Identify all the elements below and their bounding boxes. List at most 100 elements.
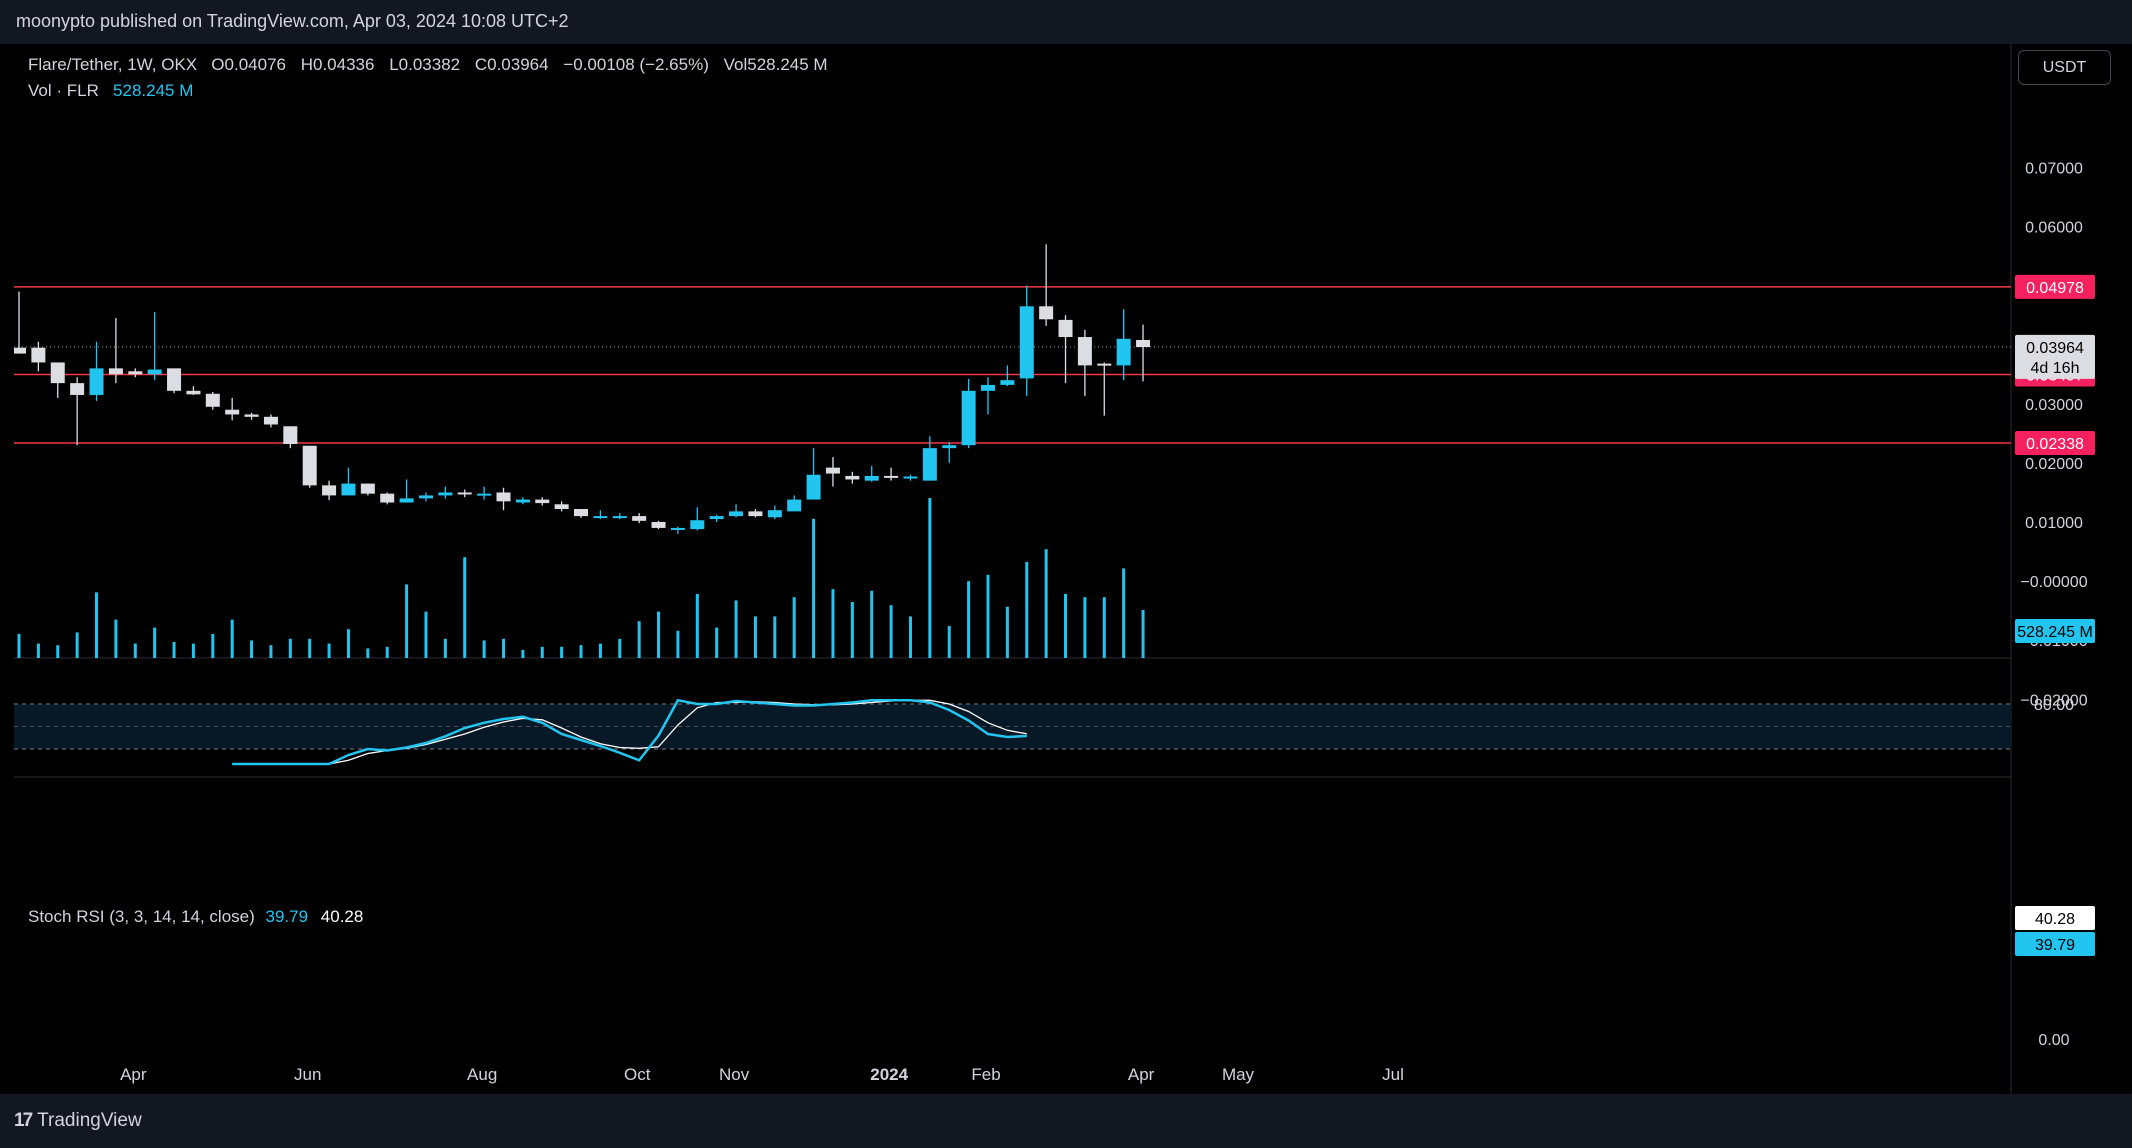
- stoch-tick-label: 0.00: [2038, 1032, 2069, 1049]
- volume-bar: [211, 634, 215, 658]
- time-tick-label: Jul: [1382, 1065, 1404, 1084]
- stoch-d-axis-label: 40.28: [2035, 911, 2075, 928]
- candle-body: [845, 475, 860, 480]
- volume-bar: [1005, 606, 1009, 658]
- volume-bar: [870, 590, 874, 658]
- candle-body: [128, 371, 143, 375]
- symbol-label[interactable]: Flare/Tether, 1W, OKX: [28, 55, 198, 74]
- tradingview-logo-icon: 17: [14, 1110, 33, 1131]
- volume-bar: [230, 619, 234, 658]
- time-tick-label: Jun: [294, 1065, 321, 1084]
- candle-body: [651, 522, 666, 528]
- level-label-badge: [2015, 430, 2095, 455]
- candle-body: [399, 498, 414, 503]
- volume-bar: [657, 611, 661, 658]
- candle-body: [225, 409, 240, 415]
- candle-body: [322, 485, 337, 496]
- time-tick-label: Apr: [120, 1065, 147, 1084]
- currency-button[interactable]: USDT: [2018, 50, 2111, 85]
- candle-body: [825, 467, 840, 474]
- time-tick-label: Nov: [719, 1065, 750, 1084]
- last-price-badge: [2015, 334, 2095, 379]
- volume-bar: [133, 643, 137, 658]
- candle-body: [961, 390, 976, 446]
- candle-body: [205, 393, 220, 407]
- footer-bar: [0, 1094, 2132, 1148]
- candle-body: [418, 495, 433, 499]
- volume-bar: [95, 592, 99, 658]
- volume-bar: [463, 557, 467, 658]
- volume-bar: [928, 498, 932, 658]
- chart-canvas[interactable]: 0.07000 0.06000 0.03000 0.02000 0.01000 −0.00…: [14, 44, 2117, 1094]
- candle-body: [263, 416, 278, 425]
- volume-bar: [540, 646, 544, 658]
- candle-body: [709, 516, 724, 520]
- volume-bar: [560, 646, 564, 658]
- series-legend: Flare/Tether, 1W, OKX O0.04076 H0.04336 …: [28, 52, 838, 104]
- volume-bar: [17, 634, 21, 658]
- close-value: 0.03964: [487, 55, 549, 74]
- volume-value: 528.245 M: [747, 55, 828, 74]
- candle-body: [360, 483, 375, 494]
- volume-bar: [889, 605, 893, 658]
- volume-bar: [831, 589, 835, 658]
- volume-axis-label: 528.245 M: [2017, 624, 2093, 641]
- volume-bar: [618, 638, 622, 658]
- chart-area[interactable]: 0.07000 0.06000 0.03000 0.02000 0.01000 −0.00…: [14, 44, 2117, 1094]
- stoch-tick-label: 80.00: [2034, 697, 2074, 714]
- candle-body: [554, 504, 569, 510]
- volume-bar: [56, 645, 60, 658]
- high-value: 0.04336: [313, 55, 375, 74]
- volume-bar: [443, 638, 447, 658]
- volume-bar: [327, 643, 331, 658]
- volume-bar: [250, 640, 254, 658]
- candle-body: [632, 516, 647, 521]
- candle-body: [1077, 337, 1092, 366]
- volume-label[interactable]: Vol · FLR: [28, 81, 99, 100]
- volume-bar: [908, 616, 912, 658]
- candle-body: [981, 384, 995, 391]
- candle-body: [477, 493, 492, 496]
- candle-body: [903, 476, 918, 479]
- stoch-rsi-label[interactable]: Stoch RSI (3, 3, 14, 14, close): [28, 907, 255, 926]
- volume-bar: [1102, 597, 1106, 658]
- stoch-d-badge: [2015, 906, 2095, 930]
- candle-body: [302, 445, 317, 486]
- tradingview-logo[interactable]: 17 TradingView: [14, 1110, 142, 1132]
- volume-bar: [405, 584, 409, 658]
- candle-body: [729, 511, 744, 517]
- time-tick-label: 2024: [870, 1065, 908, 1084]
- price-tick-label: 0.03000: [2025, 397, 2083, 414]
- header-bar: [0, 0, 2132, 44]
- volume-bar: [676, 630, 680, 658]
- candle-body: [690, 520, 705, 530]
- volume-bar: [1122, 568, 1126, 658]
- volume-bar: [1025, 562, 1029, 658]
- candle-body: [50, 362, 65, 384]
- volume-bar: [715, 627, 719, 658]
- stoch-k-value: 39.79: [265, 907, 309, 926]
- volume-bar: [153, 627, 157, 658]
- candle-body: [70, 383, 85, 395]
- volume-bar: [75, 632, 79, 658]
- volume-bar: [792, 597, 796, 658]
- candle-body: [244, 414, 259, 417]
- publish-info: moonypto published on TradingView.com, A…: [16, 11, 569, 31]
- volume-bar: [36, 643, 40, 658]
- candle-body: [864, 475, 879, 481]
- volume-bar: [482, 640, 486, 658]
- volume-bar: [967, 581, 971, 658]
- change-value: −0.00108 (−2.65%): [563, 55, 709, 74]
- time-tick-label: May: [1222, 1065, 1255, 1084]
- stoch-k-badge: [2015, 932, 2095, 956]
- candle-body: [593, 516, 608, 519]
- candle-body: [186, 390, 201, 395]
- volume-bar: [269, 645, 273, 658]
- low-value: 0.03382: [398, 55, 461, 74]
- candle-body: [748, 511, 763, 517]
- candle-body: [535, 499, 550, 504]
- time-tick-label: Oct: [624, 1065, 651, 1084]
- level-label: 0.04978: [2026, 280, 2084, 297]
- volume-bar: [1064, 594, 1068, 658]
- volume-bar: [191, 643, 195, 658]
